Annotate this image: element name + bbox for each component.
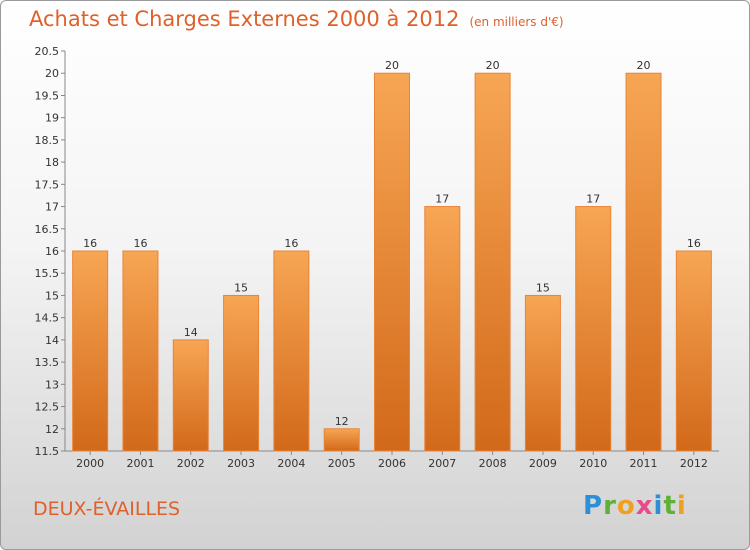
bar-2008: [474, 72, 511, 452]
data-label-2006: 20: [385, 59, 399, 72]
y-tick-label: 14: [45, 334, 59, 347]
y-tick-label: 18.5: [35, 134, 60, 147]
x-tick-label-2009: 2009: [529, 457, 557, 470]
chart-title: Achats et Charges Externes 2000 à 2012 (e…: [29, 7, 564, 31]
data-label-2010: 17: [586, 193, 600, 206]
x-tick-label-2007: 2007: [428, 457, 456, 470]
y-tick-label: 12: [45, 423, 59, 436]
bar-2011: [625, 72, 662, 452]
bar-2005: [323, 428, 360, 452]
bar-2007: [424, 206, 461, 452]
data-label-2009: 15: [536, 281, 550, 294]
bar-2003: [223, 294, 260, 452]
x-tick-label-2006: 2006: [378, 457, 406, 470]
bar-2010: [575, 206, 612, 452]
x-tick-label-2003: 2003: [227, 457, 255, 470]
data-label-2005: 12: [335, 415, 349, 428]
chart-bars: 16 16 14 15 16 12 20 17 20 15 17 20 16: [72, 59, 712, 452]
y-tick-label: 14.5: [35, 312, 60, 325]
chart-axes: 11.5 12 12.5 13 13.5 14 14.5 15 15.5 16 16.5 17 17.5…: [35, 45, 719, 470]
x-tick-label-2011: 2011: [630, 457, 658, 470]
y-tick-label: 17.5: [35, 178, 60, 191]
data-label-2001: 16: [133, 237, 147, 250]
bar-2012: [675, 250, 712, 452]
x-tick-label-2005: 2005: [328, 457, 356, 470]
data-label-2012: 16: [687, 237, 701, 250]
y-tick-label: 16.5: [35, 223, 60, 236]
y-tick-label: 19.5: [35, 89, 60, 102]
y-tick-label: 20.5: [35, 45, 60, 58]
data-label-2000: 16: [83, 237, 97, 250]
x-tick-label-2001: 2001: [126, 457, 154, 470]
commune-name: DEUX-ÉVAILLES: [33, 498, 181, 520]
bar-2009: [524, 294, 561, 452]
y-tick-label: 13.5: [35, 356, 60, 369]
x-tick-label-2012: 2012: [680, 457, 708, 470]
y-tick-label: 15: [45, 289, 59, 302]
y-tick-label: 18: [45, 156, 59, 169]
data-label-2008: 20: [486, 59, 500, 72]
y-tick-label: 20: [45, 67, 59, 80]
chart-subtitle: (en milliers d'€): [469, 15, 564, 29]
y-tick-label: 19: [45, 112, 59, 125]
bar-2004: [273, 250, 310, 452]
data-label-2002: 14: [184, 326, 198, 339]
x-tick-label-2002: 2002: [177, 457, 205, 470]
bar-2006: [374, 72, 410, 452]
bar-2000: [72, 250, 109, 452]
y-tick-label: 12.5: [35, 401, 60, 414]
x-tick-label-2004: 2004: [277, 457, 305, 470]
bar-2002: [172, 339, 209, 452]
x-tick-label-2008: 2008: [479, 457, 507, 470]
data-label-2011: 20: [637, 59, 651, 72]
proxiti-logo: Proxiti: [583, 491, 687, 521]
y-tick-label: 13: [45, 378, 59, 391]
y-tick-label: 17: [45, 201, 59, 214]
y-tick-label: 11.5: [35, 445, 60, 458]
y-tick-label: 16: [45, 245, 59, 258]
data-label-2004: 16: [284, 237, 298, 250]
x-tick-label-2000: 2000: [76, 457, 104, 470]
data-label-2007: 17: [435, 193, 449, 206]
data-label-2003: 15: [234, 281, 248, 294]
y-tick-label: 15.5: [35, 267, 60, 280]
bar-2001: [122, 250, 159, 452]
title-text: Achats et Charges Externes 2000 à 2012: [29, 7, 460, 31]
x-tick-label-2010: 2010: [579, 457, 607, 470]
